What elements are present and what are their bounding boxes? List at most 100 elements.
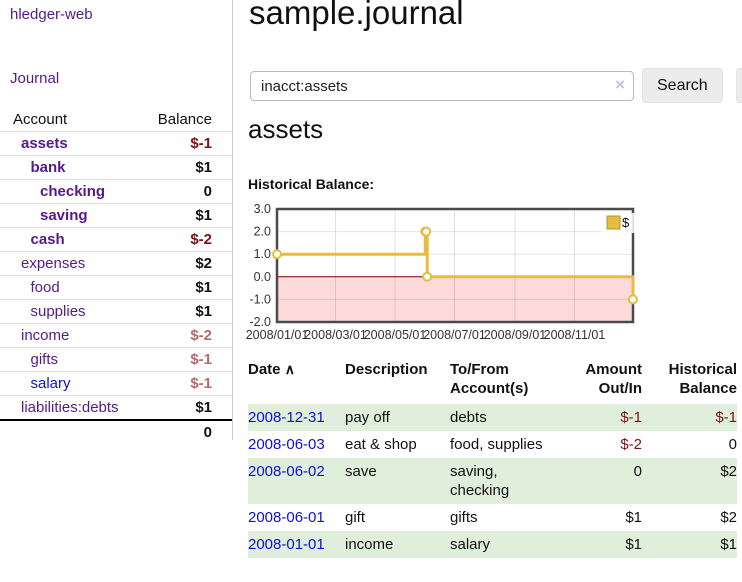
search-input-wrap: × (250, 71, 634, 101)
transaction-accounts: saving, checking (450, 463, 510, 499)
balance-column-header: Balance (157, 111, 212, 128)
transaction-date-link[interactable]: 2008-01-01 (248, 536, 325, 553)
account-row: assets $-1 (0, 131, 232, 155)
register-row: 2008-06-02 save saving, checking 0 $2 (248, 458, 737, 504)
register-table: Date ∧ Description To/From Account(s) Am… (248, 360, 737, 558)
date-header-label: Date (248, 361, 281, 378)
account-row: saving $1 (0, 203, 232, 227)
sidebar: hledger-web Journal Account Balance asse… (0, 0, 233, 441)
register-row: 2008-12-31 pay off debts $-1 $-1 (248, 404, 737, 431)
transaction-accounts: food, supplies (450, 436, 543, 453)
account-row: expenses $2 (0, 251, 232, 275)
svg-text:2008/09/01: 2008/09/01 (484, 328, 547, 342)
account-balance: $1 (195, 303, 212, 320)
transaction-description: gift (345, 509, 366, 526)
svg-text:2008/11/01: 2008/11/01 (544, 328, 606, 342)
sidebar-item-journal[interactable]: Journal (10, 70, 60, 87)
svg-text:1.0: 1.0 (254, 247, 271, 261)
transaction-date-link[interactable]: 2008-06-01 (248, 509, 325, 526)
account-balance: $1 (195, 399, 212, 416)
chart-title: Historical Balance: (248, 176, 375, 192)
transaction-description: eat & shop (345, 436, 417, 453)
sidebar-account-link[interactable]: salary (30, 375, 71, 392)
transaction-balance: $2 (720, 463, 737, 480)
account-row: income $-2 (0, 323, 232, 347)
svg-text:$: $ (622, 215, 630, 230)
transaction-balance: $2 (720, 509, 737, 526)
transaction-amount: $-1 (620, 409, 642, 426)
sidebar-account-link[interactable]: liabilities:debts (21, 399, 119, 416)
total-balance: 0 (203, 424, 212, 441)
column-header-description: Description (345, 361, 428, 378)
account-row: gifts $-1 (0, 347, 232, 371)
legend-swatch (606, 215, 621, 230)
account-balance: 0 (203, 183, 212, 200)
svg-text:2.0: 2.0 (254, 225, 271, 239)
svg-text:3.0: 3.0 (254, 202, 271, 216)
account-balance: $1 (195, 207, 212, 224)
account-balance: $-1 (190, 375, 212, 392)
transaction-amount: $1 (625, 509, 642, 526)
transaction-balance: $-1 (715, 409, 737, 426)
account-balance: $-2 (190, 327, 212, 344)
account-row: salary $-1 (0, 371, 232, 395)
transaction-amount: $1 (625, 536, 642, 553)
account-row: liabilities:debts $1 (0, 395, 232, 419)
sidebar-account-link[interactable]: expenses (21, 255, 86, 272)
sidebar-account-link[interactable]: food (30, 279, 60, 296)
search-input[interactable] (250, 71, 634, 101)
column-header-amount: Amount Out/In (585, 361, 642, 397)
help-button[interactable]: ? (735, 68, 742, 103)
transaction-description: save (345, 463, 377, 480)
svg-text:-2.0: -2.0 (249, 315, 271, 329)
sidebar-account-link[interactable]: gifts (30, 351, 59, 368)
sidebar-account-link[interactable]: checking (40, 183, 106, 200)
total-row: 0 (0, 419, 232, 444)
page-title: sample.journal (249, 0, 464, 31)
register-header-row: Date ∧ Description To/From Account(s) Am… (248, 360, 737, 404)
account-column-header: Account (13, 111, 68, 128)
transaction-date-link[interactable]: 2008-06-03 (248, 436, 325, 453)
transaction-date-link[interactable]: 2008-06-02 (248, 463, 325, 480)
historical-balance-chart: 2008/01/012008/03/012008/05/012008/07/01… (246, 202, 638, 342)
transaction-description: income (345, 536, 394, 553)
transaction-accounts: gifts (450, 509, 478, 526)
account-balance: $-2 (190, 231, 212, 248)
svg-text:2008/07/01: 2008/07/01 (423, 328, 486, 342)
clear-search-icon[interactable]: × (615, 75, 625, 94)
register-row: 2008-01-01 income salary $1 $1 (248, 531, 737, 558)
transaction-accounts: debts (450, 409, 487, 426)
search-form: × Search ? (250, 68, 742, 103)
transaction-balance: 0 (728, 436, 737, 453)
brand-link[interactable]: hledger-web (10, 6, 93, 23)
sidebar-account-link[interactable]: cash (30, 231, 65, 248)
account-balance: $-1 (190, 135, 212, 152)
sidebar-account-link[interactable]: assets (21, 135, 68, 152)
transaction-balance: $1 (720, 536, 737, 553)
account-heading: assets (248, 114, 324, 144)
register-row: 2008-06-01 gift gifts $1 $2 (248, 504, 737, 531)
svg-text:2008/03/01: 2008/03/01 (304, 328, 367, 342)
svg-text:-1.0: -1.0 (249, 292, 271, 306)
search-button[interactable]: Search (642, 68, 723, 103)
sidebar-account-link[interactable]: bank (30, 159, 66, 176)
sidebar-account-link[interactable]: supplies (30, 303, 86, 320)
transaction-description: pay off (345, 409, 390, 426)
account-row: cash $-2 (0, 227, 232, 251)
account-balance: $1 (195, 159, 212, 176)
sidebar-account-link[interactable]: income (21, 327, 70, 344)
transaction-accounts: salary (450, 536, 491, 553)
account-row: bank $1 (0, 155, 232, 179)
account-balance: $1 (195, 279, 212, 296)
account-row: supplies $1 (0, 299, 232, 323)
account-row: checking 0 (0, 179, 232, 203)
svg-text:0.0: 0.0 (254, 270, 271, 284)
account-tree-header: Account Balance (0, 108, 232, 131)
transaction-date-link[interactable]: 2008-12-31 (248, 409, 325, 426)
column-header-date[interactable]: Date ∧ (248, 360, 345, 404)
account-row: food $1 (0, 275, 232, 299)
transaction-amount: 0 (633, 463, 642, 480)
svg-text:2008/01/01: 2008/01/01 (246, 328, 309, 342)
column-header-balance: Historical Balance (668, 361, 737, 397)
sidebar-account-link[interactable]: saving (40, 207, 88, 224)
